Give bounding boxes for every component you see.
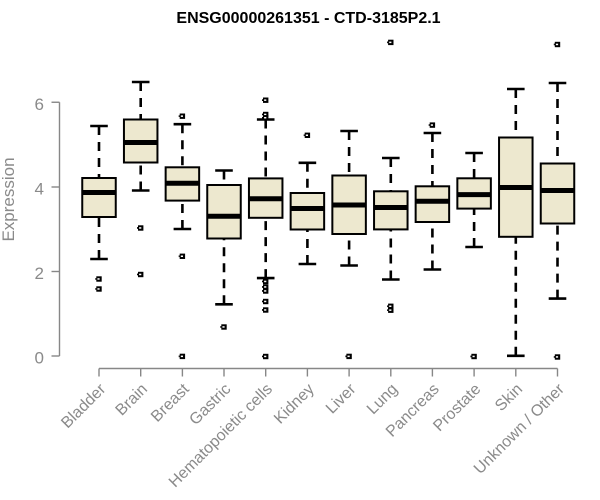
svg-text:2: 2 — [35, 264, 44, 283]
svg-text:Expression: Expression — [0, 157, 18, 241]
svg-text:6: 6 — [35, 95, 44, 114]
svg-text:4: 4 — [35, 180, 44, 199]
svg-text:ENSG00000261351 - CTD-3185P2.1: ENSG00000261351 - CTD-3185P2.1 — [176, 10, 440, 27]
svg-text:0: 0 — [35, 349, 44, 368]
